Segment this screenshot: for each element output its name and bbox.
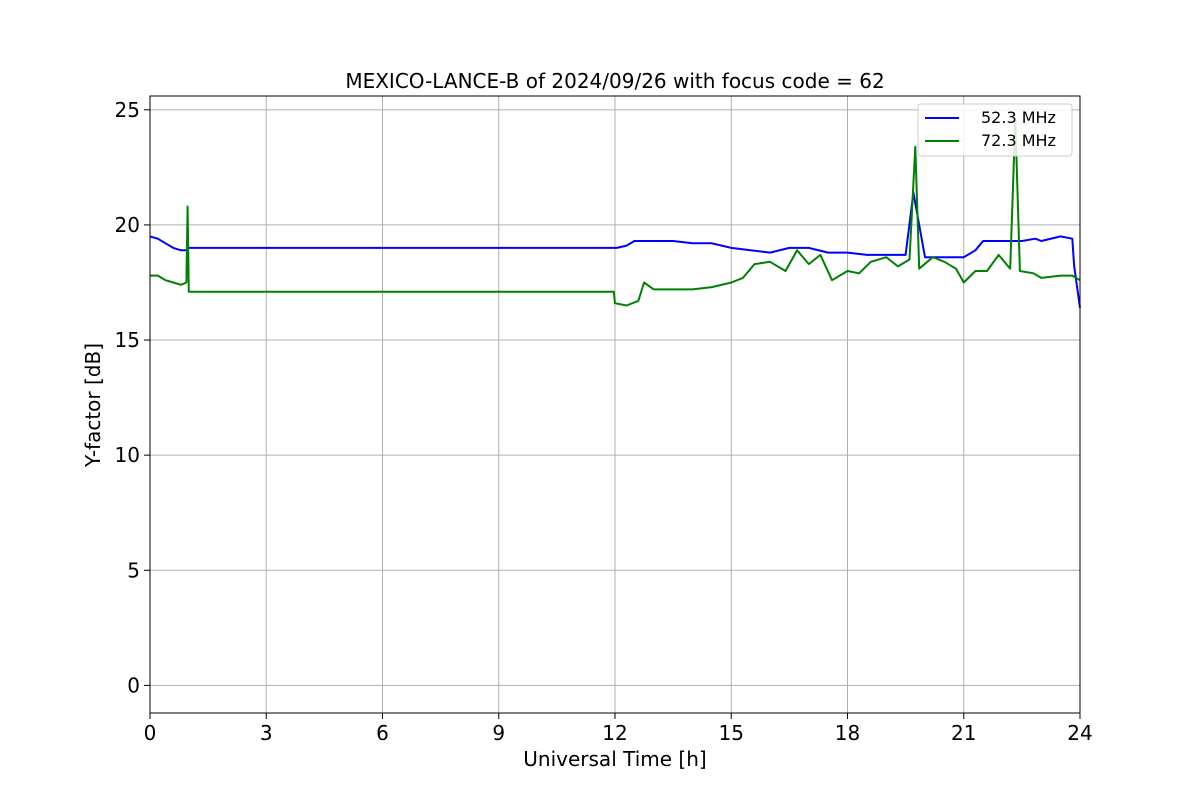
y-tick-label: 0	[127, 673, 140, 697]
x-tick-label: 24	[1067, 721, 1092, 745]
x-tick-label: 18	[835, 721, 860, 745]
legend-label-72-3-mhz: 72.3 MHz	[981, 131, 1056, 150]
x-tick-label: 15	[719, 721, 744, 745]
series-line-52-3-mhz	[149, 191, 1081, 308]
y-tick-label: 5	[127, 558, 140, 582]
x-tick-label: 3	[260, 721, 273, 745]
series-lines	[149, 118, 1081, 308]
x-tick-label: 12	[602, 721, 627, 745]
x-tick-label: 21	[951, 721, 976, 745]
y-tick-label: 15	[115, 328, 140, 352]
y-tick-label: 10	[115, 443, 140, 467]
series-line-72-3-mhz	[150, 118, 1081, 307]
y-tick-label: 25	[115, 98, 140, 122]
y-axis-title: Y-factor [dB]	[81, 343, 105, 468]
x-tick-label: 9	[492, 721, 505, 745]
chart-title: MEXICO-LANCE-B of 2024/09/26 with focus …	[345, 69, 884, 93]
x-tick-label: 6	[376, 721, 389, 745]
x-axis-title: Universal Time [h]	[523, 747, 706, 771]
x-axis-ticks: 0 3 6 9 12 15 18 21 24	[144, 713, 1093, 745]
legend-label-52-3-mhz: 52.3 MHz	[981, 108, 1056, 127]
legend: 52.3 MHz 72.3 MHz	[917, 103, 1073, 157]
x-tick-label: 0	[144, 721, 157, 745]
y-axis-ticks: 0 5 10 15 20 25	[115, 98, 150, 697]
y-tick-label: 20	[115, 213, 140, 237]
